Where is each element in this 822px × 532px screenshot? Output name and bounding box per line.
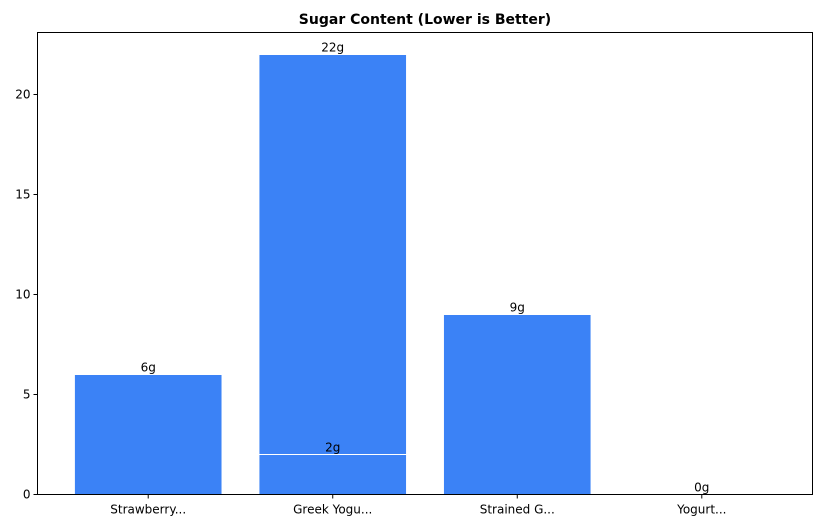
bar: [258, 454, 408, 495]
y-tick-label: 10: [15, 288, 30, 302]
x-tick-label: Strained G...: [480, 503, 555, 517]
y-tick-label: 15: [15, 188, 30, 202]
bar: [258, 54, 408, 495]
data-label: 22g: [321, 41, 344, 55]
data-label: 2g: [325, 441, 340, 455]
data-label: 0g: [694, 481, 709, 495]
y-tick-label: 20: [15, 88, 30, 102]
chart-title: Sugar Content (Lower is Better): [299, 12, 551, 28]
bar: [73, 374, 223, 495]
x-tick-label: Yogurt...: [676, 503, 726, 517]
plot-frame: [37, 32, 813, 495]
y-tick-label: 5: [23, 388, 31, 402]
x-tick-label: Strawberry...: [110, 503, 186, 517]
x-tick-label: Greek Yogu...: [293, 503, 372, 517]
data-label: 9g: [510, 301, 525, 315]
data-label: 6g: [141, 361, 156, 375]
y-tick-label: 0: [23, 488, 31, 502]
bar: [442, 314, 592, 495]
